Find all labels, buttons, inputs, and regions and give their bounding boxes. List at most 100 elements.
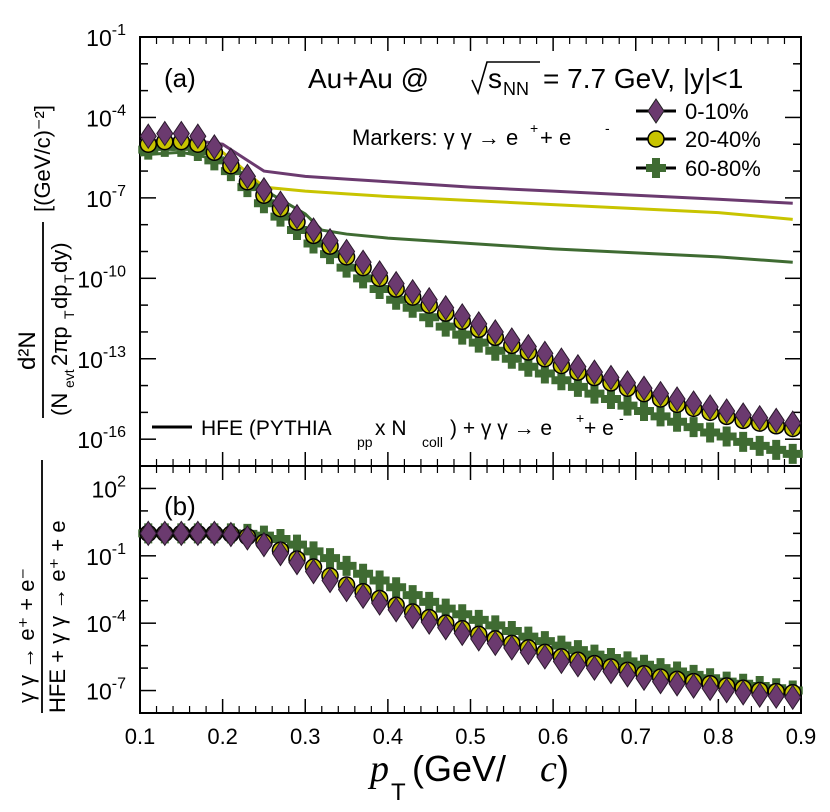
markers-label-main: Markers: γ γ → e	[352, 125, 518, 150]
panel-b-ylabel: γ γ → e⁺ + e⁻ HFE + γ γ → e⁺ + e	[14, 460, 70, 713]
marker-0-10	[668, 386, 686, 412]
marker-0-10	[371, 590, 389, 616]
xaxis-label-p: p	[367, 748, 389, 790]
marker-0-10	[304, 217, 323, 243]
marker-0-10	[288, 203, 306, 230]
xaxis-label-close: )	[557, 748, 569, 789]
marker-0-10	[205, 520, 223, 547]
marker-60-80	[650, 406, 671, 427]
xaxis-label: p T (GeV/ c )	[367, 748, 569, 806]
marker-0-10	[437, 294, 455, 321]
marker-60-80	[551, 635, 572, 656]
marker-0-10	[602, 364, 620, 391]
marker-60-80	[766, 439, 787, 460]
marker-0-10	[718, 398, 736, 424]
marker-60-80	[534, 363, 555, 384]
marker-60-80	[600, 388, 621, 409]
marker-0-10	[552, 347, 570, 373]
marker-0-10	[420, 609, 438, 635]
ylabel-b-den: HFE + γ γ → e⁺ + e	[45, 520, 70, 713]
marker-60-80	[270, 528, 291, 549]
panel-b-axes: 0.1 0.2 0.3 0.4 0.5 0.6 0.7 0.8 0.9 102 10-1 10-4 10…	[86, 465, 816, 749]
marker-0-10	[635, 665, 653, 692]
ylabel-b-num: γ γ → e⁺ + e⁻	[14, 568, 39, 703]
marker-0-10	[387, 596, 405, 623]
title-energy: s	[488, 63, 502, 94]
marker-0-10	[751, 404, 769, 431]
marker-0-10	[718, 677, 736, 704]
legend-60-80-label: 60-80%	[685, 156, 761, 181]
marker-60-80	[336, 555, 357, 576]
marker-60-80	[667, 411, 688, 432]
marker-60-80	[353, 563, 374, 584]
ylabel-a-den-end: dy)	[47, 242, 72, 273]
marker-60-80	[303, 541, 324, 562]
marker-0-10	[238, 163, 257, 190]
marker-60-80	[386, 577, 407, 598]
panel-b-ytick-label: 10-4	[86, 608, 126, 637]
marker-0-10	[337, 576, 356, 603]
marker-60-80	[518, 626, 539, 647]
xtick-label: 0.1	[125, 724, 156, 749]
ylabel-a-den-mid2: dp	[47, 285, 72, 309]
marker-0-10	[734, 402, 752, 428]
marker-60-80	[716, 426, 737, 447]
marker-60-80	[369, 570, 390, 591]
marker-0-10	[420, 286, 438, 313]
marker-0-10	[618, 369, 637, 396]
marker-0-10	[701, 394, 719, 420]
line-legend-mid: x N	[375, 417, 407, 440]
marker-60-80	[485, 615, 506, 636]
marker-0-10	[172, 120, 190, 147]
marker-0-10	[453, 302, 471, 329]
ylabel-a-den-sub3: T	[61, 274, 77, 283]
panel-a-ytick-label: 10-1	[86, 22, 126, 51]
marker-60-80	[435, 598, 456, 619]
marker-60-80	[435, 316, 456, 337]
marker-0-10	[437, 614, 455, 641]
markers-label-mid: + e	[540, 125, 571, 150]
marker-60-80	[369, 279, 390, 300]
line-legend-end: ) + γ γ → e	[450, 417, 552, 440]
marker-0-10	[205, 134, 223, 160]
marker-0-10	[304, 558, 323, 585]
marker-0-10	[784, 410, 802, 437]
marker-0-10	[222, 147, 240, 174]
line-legend-sup1: +	[576, 410, 584, 426]
panel-b-ytick-label: 10-1	[86, 541, 126, 570]
legend-20-40-label: 20-40%	[685, 127, 761, 152]
line-legend-sub1: pp	[357, 434, 373, 450]
ylabel-a-num: d²N	[14, 331, 41, 370]
marker-0-10	[189, 123, 207, 150]
marker-0-10	[684, 390, 703, 416]
marker-0-10	[172, 520, 190, 547]
marker-0-10	[404, 278, 422, 305]
marker-60-80	[617, 651, 638, 672]
marker-60-80	[600, 647, 621, 668]
ylabel-a-den-sub2: T	[61, 310, 77, 319]
marker-0-10	[222, 521, 240, 548]
marker-60-80	[336, 257, 357, 278]
marker-60-80	[733, 431, 754, 452]
legend-entry-0-10: 0-10%	[636, 98, 749, 124]
marker-0-10	[387, 270, 405, 297]
marker-0-10	[503, 327, 521, 353]
marker-0-10	[354, 583, 372, 610]
marker-0-10	[569, 353, 587, 380]
marker-0-10	[354, 249, 372, 276]
legend: 0-10% 20-40% 60-80%	[636, 98, 761, 181]
line-legend-sub2: coll	[422, 434, 443, 450]
marker-0-10	[552, 648, 570, 675]
marker-0-10	[701, 675, 719, 702]
marker-60-80	[419, 591, 440, 612]
legend-20-40-marker	[647, 130, 665, 148]
marker-0-10	[486, 630, 504, 657]
marker-0-10	[684, 673, 703, 699]
marker-0-10	[585, 359, 604, 386]
marker-60-80	[501, 621, 522, 642]
marker-60-80	[634, 401, 655, 422]
marker-0-10	[139, 520, 157, 547]
marker-60-80	[683, 417, 704, 438]
marker-0-10	[271, 540, 290, 567]
